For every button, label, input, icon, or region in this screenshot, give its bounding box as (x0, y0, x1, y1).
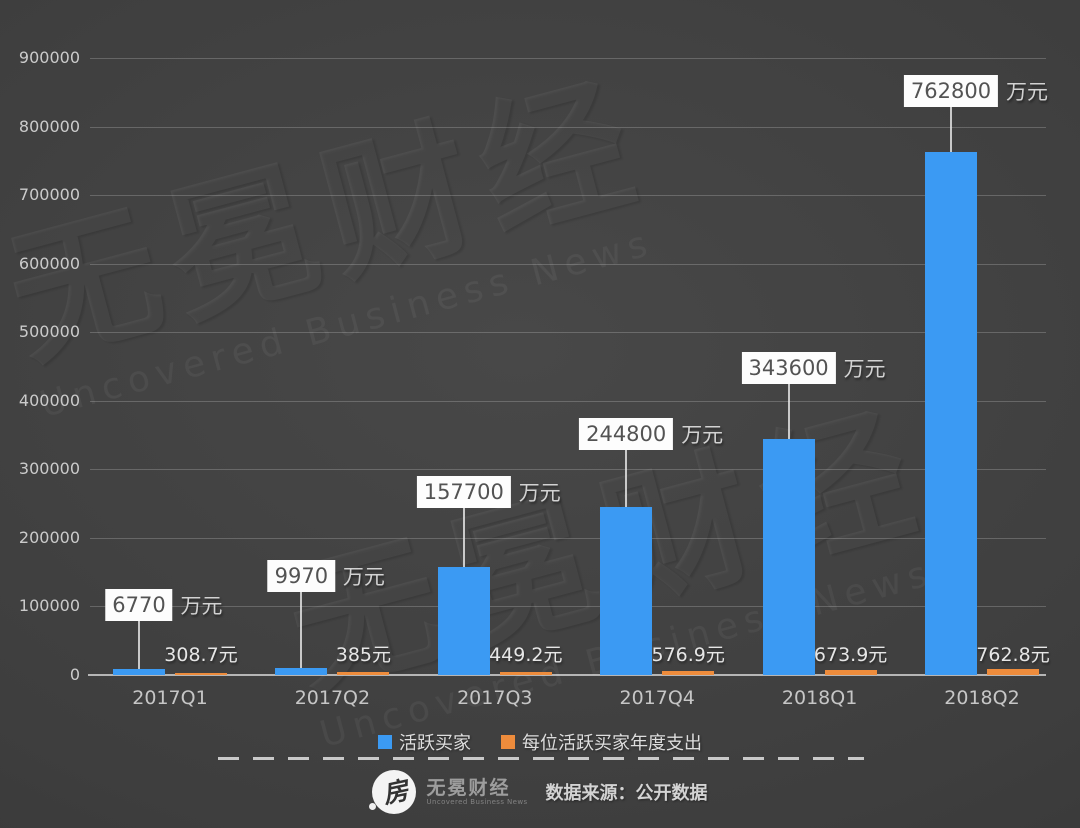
y-axis-tick-label: 700000 (18, 185, 80, 205)
bar-annual-spend (987, 669, 1039, 675)
footer: 房 无冕财经 Uncovered Business News 数据来源：公开数据 (0, 770, 1080, 814)
value-label-unit: 万元 (342, 565, 385, 590)
x-axis-tick-label: 2018Q2 (944, 687, 1020, 709)
brand-logo-icon: 房 (369, 770, 417, 814)
gridline (90, 537, 1046, 539)
callout-line (950, 107, 952, 153)
legend-label-annual-spend: 每位活跃买家年度支出 (522, 733, 702, 754)
callout-line (625, 450, 628, 508)
gridline (90, 58, 1046, 59)
logo-glyph: 房 (380, 775, 411, 810)
y-axis-tick-label: 800000 (18, 116, 80, 136)
x-axis-tick-label: 2017Q3 (457, 687, 533, 709)
x-axis-tick-label: 2018Q1 (781, 687, 858, 709)
legend-item-annual-spend: 每位活跃买家年度支出 (501, 729, 702, 755)
gridline (90, 195, 1046, 197)
gridline (90, 400, 1046, 402)
y-axis-tick-label: 600000 (18, 253, 80, 273)
value-label-unit: 万元 (1006, 80, 1048, 105)
bar-active-buyers (762, 439, 815, 675)
y-axis-tick-label: 300000 (18, 459, 80, 479)
spend-value-label: 449.2元 (489, 644, 563, 666)
gridline (90, 606, 1046, 608)
gridline (90, 126, 1046, 128)
callout-line (138, 621, 140, 669)
gridline (90, 332, 1046, 334)
watermark-subtext: Uncovered Business News (35, 222, 659, 426)
y-axis-tick-label: 500000 (18, 322, 80, 342)
y-axis-tick-label: 900000 (18, 48, 80, 67)
legend-swatch-orange-icon (501, 735, 515, 749)
gridline (90, 469, 1046, 471)
spend-value-label: 673.9元 (813, 644, 888, 666)
spend-value-label: 576.9元 (651, 644, 725, 666)
spend-value-label: 385元 (335, 644, 392, 666)
watermark-text: 无冕财经 (0, 54, 663, 389)
legend: 活跃买家 每位活跃买家年度支出 (0, 729, 1080, 755)
bar-annual-spend (499, 671, 552, 675)
bar-annual-spend (175, 672, 227, 675)
value-label-unit: 万元 (681, 423, 724, 448)
x-axis-tick-label: 2017Q2 (294, 687, 371, 709)
bar-annual-spend (824, 669, 877, 675)
bar-active-buyers (600, 507, 653, 675)
spend-value-label: 762.8元 (976, 644, 1050, 666)
value-label-box: 762800 (903, 75, 999, 108)
y-axis-tick-label: 100000 (18, 596, 80, 616)
gridline (90, 263, 1046, 265)
logo-dot-icon (369, 803, 377, 810)
bar-active-buyers (275, 668, 328, 675)
data-source-text: 数据来源：公开数据 (545, 783, 708, 804)
value-label-box: 244800 (579, 418, 674, 451)
value-label-box: 343600 (741, 352, 836, 385)
bar-active-buyers (437, 566, 490, 675)
legend-item-active-buyers: 活跃买家 (378, 729, 471, 755)
value-label-unit: 万元 (180, 594, 223, 618)
value-label-unit: 万元 (843, 357, 886, 382)
bar-active-buyers (925, 152, 977, 675)
value-label-box: 9970 (267, 560, 336, 593)
callout-line (787, 384, 790, 440)
x-axis-tick-label: 2017Q4 (619, 687, 695, 709)
brand-name-english: Uncovered Business News (426, 798, 528, 807)
brand-block: 无冕财经 Uncovered Business News (426, 776, 528, 807)
legend-label-active-buyers: 活跃买家 (399, 733, 471, 754)
value-label-box: 157700 (416, 475, 511, 508)
x-axis-line (88, 674, 1046, 676)
brand-name: 无冕财经 (426, 776, 511, 799)
callout-line (300, 592, 303, 669)
y-axis-tick-label: 0 (69, 665, 80, 684)
bar-annual-spend (337, 672, 390, 675)
y-axis-tick-label: 200000 (18, 527, 80, 547)
bar-annual-spend (662, 670, 715, 675)
x-axis-tick-label: 2017Q1 (132, 687, 208, 709)
value-label-box: 6770 (105, 589, 173, 621)
spend-value-label: 308.7元 (164, 644, 238, 666)
y-axis-tick-label: 400000 (18, 390, 80, 410)
bar-active-buyers (113, 669, 165, 675)
callout-line (462, 507, 465, 567)
dashed-divider (218, 757, 864, 760)
value-label-unit: 万元 (518, 480, 561, 505)
legend-swatch-blue-icon (378, 735, 392, 749)
